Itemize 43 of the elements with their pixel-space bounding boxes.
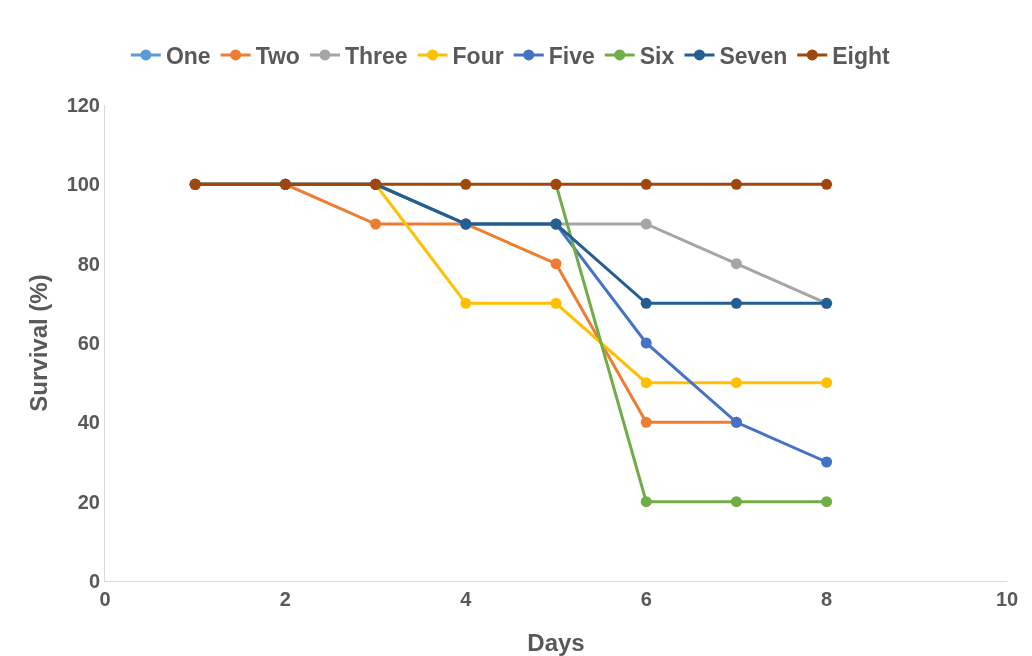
point bbox=[550, 258, 562, 270]
y-tick-label: 20 bbox=[77, 490, 100, 513]
legend-label: Five bbox=[548, 42, 595, 69]
y-tick-label: 0 bbox=[88, 570, 100, 592]
point bbox=[821, 456, 833, 468]
point bbox=[730, 297, 742, 309]
point bbox=[730, 178, 742, 190]
x-tick-label: 4 bbox=[460, 588, 473, 610]
legend-label: One bbox=[165, 42, 211, 69]
x-tick-label: 6 bbox=[640, 588, 652, 610]
point bbox=[640, 297, 652, 309]
point bbox=[730, 496, 742, 508]
point bbox=[730, 258, 742, 270]
point bbox=[821, 496, 833, 508]
point bbox=[640, 496, 652, 508]
y-tick-label: 120 bbox=[66, 94, 100, 116]
x-tick-label: 8 bbox=[821, 588, 833, 610]
x-tick-label: 2 bbox=[279, 588, 291, 610]
point bbox=[550, 297, 562, 309]
point bbox=[821, 178, 833, 190]
legend-label: Two bbox=[255, 42, 300, 69]
point bbox=[370, 218, 382, 230]
legend-label: Four bbox=[452, 42, 504, 69]
point bbox=[640, 377, 652, 389]
y-tick-label: 40 bbox=[77, 411, 100, 434]
y-tick-label: 100 bbox=[66, 173, 100, 196]
point bbox=[640, 218, 652, 230]
y-tick-label: 60 bbox=[77, 332, 100, 354]
x-axis-title: Days bbox=[527, 629, 585, 656]
legend-label: Three bbox=[344, 42, 408, 69]
legend-label: Six bbox=[639, 42, 675, 69]
y-axis-title: Survival (%) bbox=[25, 274, 52, 412]
point bbox=[640, 416, 652, 428]
point bbox=[821, 377, 833, 389]
legend-label: Eight bbox=[832, 42, 891, 69]
legend-label: Seven bbox=[719, 42, 788, 69]
point bbox=[460, 297, 472, 309]
point bbox=[730, 377, 742, 389]
point bbox=[640, 337, 652, 349]
point bbox=[640, 178, 652, 190]
x-tick-label: 10 bbox=[995, 588, 1019, 610]
point bbox=[460, 178, 472, 190]
y-tick-label: 80 bbox=[77, 252, 100, 275]
